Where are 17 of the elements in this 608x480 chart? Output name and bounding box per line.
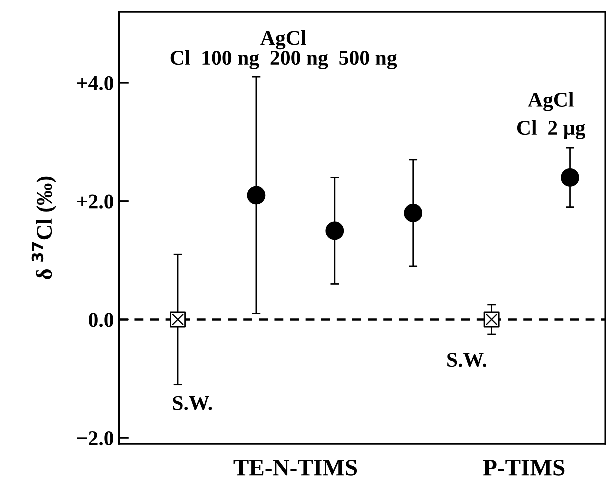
y-tick-label: +4.0 (77, 76, 114, 91)
point (326, 222, 344, 240)
annotation: S.W. (448, 353, 486, 368)
annotation: Cl 2 µg (517, 120, 586, 140)
y-tick-label: +2.0 (77, 194, 114, 209)
point (247, 186, 266, 205)
point (561, 168, 580, 187)
annotation: Cl 100 ng 200 ng 500 ng (170, 50, 398, 70)
y-tick-label: −2.0 (77, 431, 114, 446)
text: TE-N-TIMS (234, 460, 358, 476)
text: P-TIMS (483, 460, 565, 476)
point (404, 204, 423, 222)
y-axis-title: δ $^{37}$Cl (‰) (32, 176, 57, 280)
annotation: S.W. (173, 396, 212, 410)
y-tick-label: 0.0 (89, 313, 114, 328)
annotation: AgCl (528, 92, 574, 112)
annotation: AgCl (260, 30, 306, 50)
